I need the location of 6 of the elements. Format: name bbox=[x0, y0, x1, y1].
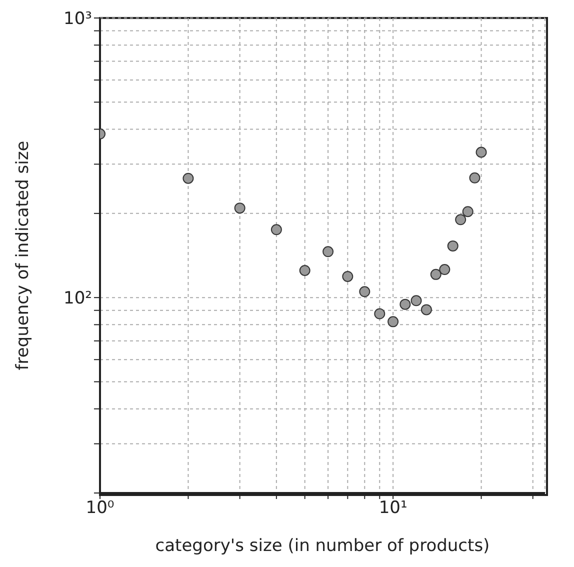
y-tick-label: 10² bbox=[64, 288, 92, 309]
y-tick-label: 10³ bbox=[64, 9, 92, 30]
x-axis-title: category's size (in number of products) bbox=[155, 536, 490, 556]
y-axis-title: frequency of indicated size bbox=[13, 140, 34, 370]
x-tick-label: 10⁰ bbox=[86, 498, 114, 518]
x-tick-label: 10¹ bbox=[378, 498, 408, 518]
